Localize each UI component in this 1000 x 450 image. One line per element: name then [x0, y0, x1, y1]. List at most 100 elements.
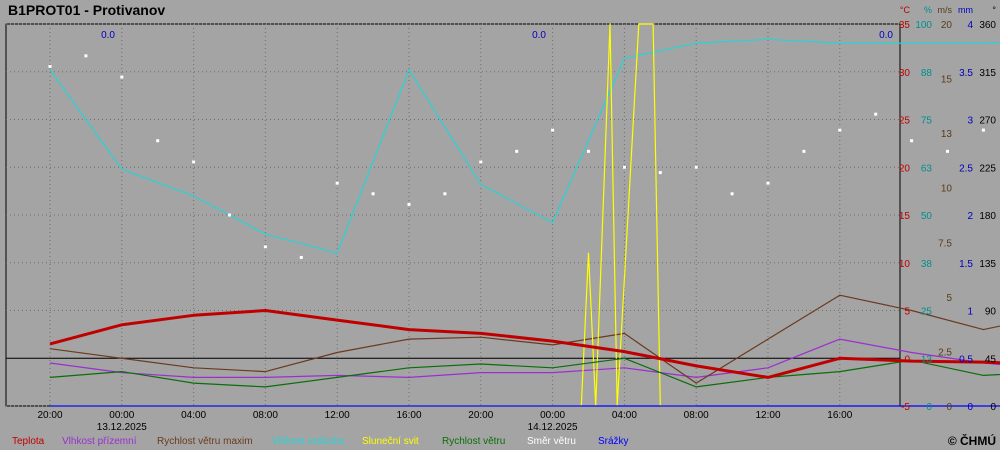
- axis-tick-label: 90: [985, 307, 997, 318]
- series-line-vlhkost-vzduchu: [49, 38, 1000, 254]
- date-label: 13.12.2025: [97, 422, 147, 433]
- series-point-wind-direction: [694, 165, 698, 169]
- axis-tick-label: 2: [967, 211, 973, 222]
- legend-item: Srážky: [598, 436, 629, 447]
- x-tick-label: 16:00: [827, 410, 852, 421]
- series-point-wind-direction: [766, 181, 770, 185]
- axis-tick-label: 135: [979, 259, 996, 270]
- x-tick-label: 12:00: [755, 410, 780, 421]
- series-point-wind-direction: [802, 149, 806, 153]
- legend-item: Vlhkost přízemní: [62, 436, 137, 447]
- series-point-wind-direction: [156, 139, 160, 143]
- axis-tick-label: 88: [921, 68, 933, 79]
- legend: Teplota Vlhkost přízemní Rychlost větru ma…: [12, 436, 629, 447]
- axis-tick-label: 3: [967, 116, 973, 127]
- series-point-wind-direction: [479, 160, 483, 164]
- axis-tick-label: 100: [915, 20, 932, 31]
- series-point-wind-direction: [658, 171, 662, 175]
- precip-sum-label: 0.0: [101, 30, 115, 41]
- series-point-wind-direction: [443, 192, 447, 196]
- axis-tick-label: 0: [967, 402, 973, 413]
- axis-tick-label: 2.5: [959, 163, 973, 174]
- axis-tick-label: 0: [926, 402, 932, 413]
- axis-tick-label: 0: [990, 402, 996, 413]
- precip-sum-label: 0.0: [879, 30, 893, 41]
- axis-tick-label: -5: [901, 402, 910, 413]
- series-point-wind-direction: [263, 245, 267, 249]
- x-tick-label: 20:00: [468, 410, 493, 421]
- series-point-wind-direction: [838, 128, 842, 132]
- x-tick-label: 00:00: [540, 410, 565, 421]
- x-tick-label: 04:00: [612, 410, 637, 421]
- axis-tick-label: 2.5: [938, 347, 952, 358]
- axis-tick-label: 0.5: [959, 354, 973, 365]
- axis-tick-label: 63: [921, 163, 933, 174]
- x-tick-label: 12:00: [325, 410, 350, 421]
- legend-item: Vlhkost vzduchu: [272, 436, 345, 447]
- axis-tick-label: 15: [899, 211, 911, 222]
- axis-tick-label: 45: [985, 354, 997, 365]
- legend-item: Sluneční svit: [362, 436, 419, 447]
- x-tick-label: 08:00: [684, 410, 709, 421]
- axis-tick-label: 270: [979, 116, 996, 127]
- series-point-wind-direction: [946, 149, 949, 153]
- axis-unit-label: mm: [958, 5, 973, 15]
- axis-tick-label: 360: [979, 20, 996, 31]
- legend-item: Rychlost větru: [442, 436, 505, 447]
- axis-tick-label: 20: [899, 163, 911, 174]
- x-tick-label: 08:00: [253, 410, 278, 421]
- series-point-wind-direction: [192, 160, 196, 164]
- axis-tick-label: 38: [921, 259, 933, 270]
- axis-tick-label: 7.5: [938, 238, 952, 249]
- copyright-label: © ČHMÚ: [947, 434, 996, 448]
- axis-tick-label: 0: [904, 354, 910, 365]
- chart-title: B1PROT01 - Protivanov: [8, 2, 166, 18]
- series-point-wind-direction: [228, 213, 231, 217]
- axis-unit-label: °C: [900, 5, 911, 15]
- series-line-rychlost-v-tru: [49, 357, 1000, 388]
- series-point-wind-direction: [299, 255, 303, 259]
- axis-tick-label: 5: [904, 307, 910, 318]
- series-point-wind-direction: [910, 139, 914, 143]
- x-tick-label: 00:00: [109, 410, 134, 421]
- axis-tick-label: 13: [941, 129, 953, 140]
- axis-tick-label: 25: [899, 116, 911, 127]
- series-layer: [48, 23, 1000, 407]
- axis-tick-label: 180: [979, 211, 996, 222]
- axis-tick-label: 225: [979, 163, 996, 174]
- series-point-wind-direction: [335, 181, 339, 185]
- series-point-wind-direction: [371, 192, 375, 196]
- legend-item: Směr větru: [527, 436, 576, 447]
- axis-tick-label: 10: [899, 259, 911, 270]
- series-line-teplota: [49, 309, 1000, 379]
- series-point-wind-direction: [551, 128, 555, 132]
- legend-item: Teplota: [12, 436, 45, 447]
- legend-item: Rychlost větru maxim: [157, 436, 253, 447]
- axis-tick-label: 13: [921, 354, 933, 365]
- axis-unit-label: %: [924, 5, 932, 15]
- axis-tick-label: 1.5: [959, 259, 973, 270]
- axis-unit-label: m/s: [938, 5, 953, 15]
- series-point-wind-direction: [981, 128, 985, 132]
- series-line-rychlost-v-tru-maxim: [49, 294, 1000, 384]
- axis-tick-label: 25: [921, 307, 933, 318]
- x-tick-label: 16:00: [396, 410, 421, 421]
- series-point-wind-direction: [874, 112, 878, 116]
- series-line-slune-n-svit: [50, 23, 697, 407]
- axis-tick-label: 315: [979, 68, 996, 79]
- axis-tick-label: 3.5: [959, 68, 973, 79]
- series-point-wind-direction: [587, 149, 590, 153]
- series-point-wind-direction: [84, 54, 88, 58]
- axis-tick-label: 4: [967, 20, 973, 31]
- series-point-wind-direction: [622, 165, 626, 169]
- axis-labels: 20:00 00:00 04:00 08:00 12:00 16:00 20:00 00:00…: [37, 5, 996, 433]
- axis-tick-label: 5: [946, 293, 952, 304]
- series-point-wind-direction: [120, 75, 124, 79]
- precip-sum-label: 0.0: [532, 30, 546, 41]
- axis-unit-label: °: [992, 5, 996, 15]
- axis-tick-label: 75: [921, 116, 933, 127]
- axis-tick-label: 15: [941, 75, 953, 86]
- x-tick-label: 04:00: [181, 410, 206, 421]
- axis-tick-label: 35: [899, 20, 911, 31]
